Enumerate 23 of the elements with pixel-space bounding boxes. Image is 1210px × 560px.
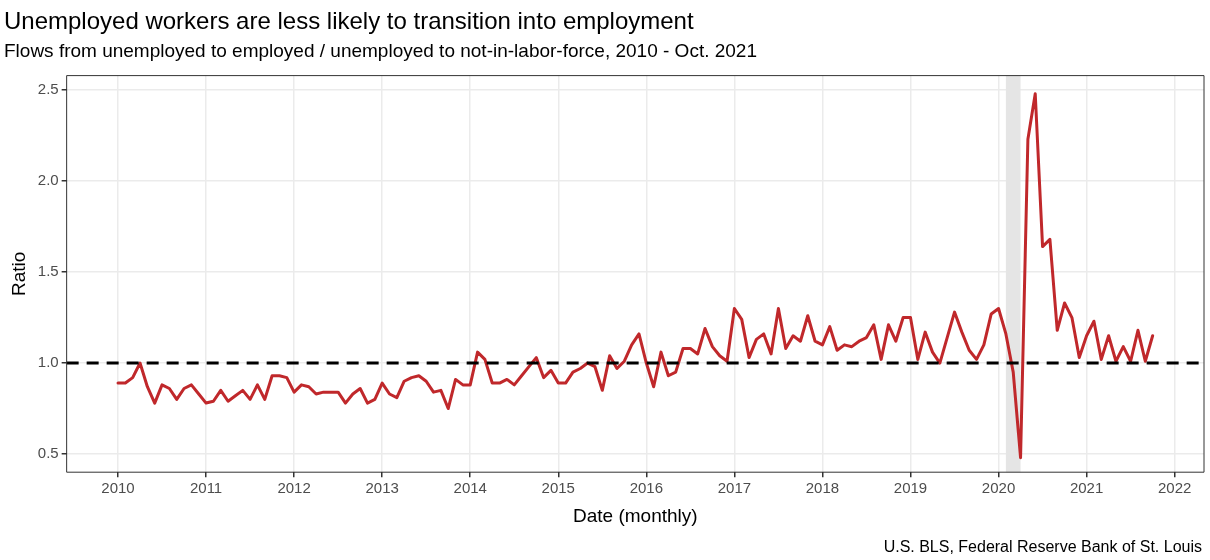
x-tick-label: 2011 bbox=[189, 479, 223, 497]
x-tick-label: 2019 bbox=[893, 479, 928, 497]
x-tick-label: 2022 bbox=[1157, 479, 1192, 497]
chart-subtitle: Flows from unemployed to employed / unemployed to not-in-labor-force, 2010 - Oct. 2021 bbox=[4, 40, 757, 62]
x-tick-label: 2010 bbox=[101, 479, 135, 497]
y-tick-label: 2.0 bbox=[37, 171, 59, 189]
y-tick-label: 0.5 bbox=[37, 444, 59, 462]
x-tick-label: 2017 bbox=[717, 479, 752, 497]
y-axis-title: Ratio bbox=[7, 251, 29, 297]
x-tick-label: 2016 bbox=[629, 479, 664, 497]
x-tick-label: 2018 bbox=[805, 479, 840, 497]
x-tick-label: 2021 bbox=[1069, 479, 1104, 497]
y-tick-label: 1.0 bbox=[37, 353, 59, 371]
x-tick-label: 2015 bbox=[541, 479, 575, 497]
x-tick-label: 2013 bbox=[365, 479, 399, 497]
y-tick-label: 2.5 bbox=[37, 80, 59, 98]
y-tick-label: 1.5 bbox=[37, 262, 59, 280]
text: U.S. BLS, Federal Reserve Bank of St. Louis bbox=[883, 538, 1202, 556]
chart-title: Unemployed workers are less likely to transition into employment bbox=[4, 7, 694, 35]
x-tick-label: 2014 bbox=[453, 479, 487, 497]
x-tick-label: 2020 bbox=[981, 479, 1016, 497]
x-axis-title: Date (monthly) bbox=[573, 504, 698, 526]
x-tick-label: 2012 bbox=[277, 479, 311, 497]
